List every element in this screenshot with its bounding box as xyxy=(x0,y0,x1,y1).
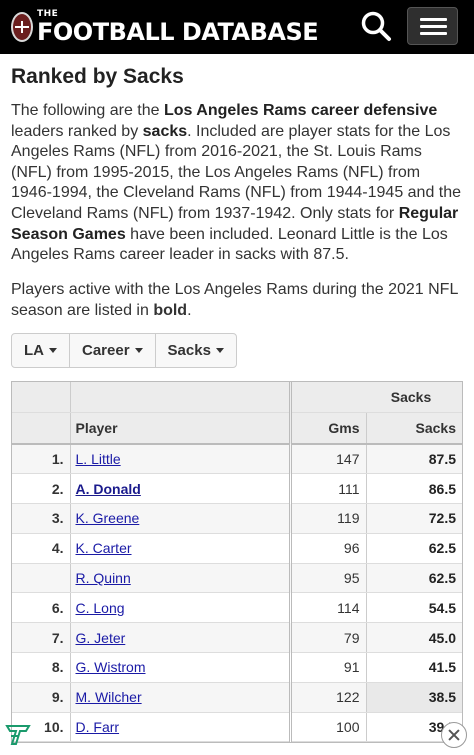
sacks-cell: 45.0 xyxy=(366,622,462,654)
rank-cell: 3. xyxy=(12,503,71,534)
gms-column-header[interactable]: Gms xyxy=(290,412,367,445)
player-link[interactable]: G. Wistrom xyxy=(75,659,146,676)
rank-cell: 8. xyxy=(12,652,71,683)
rank-cell: 1. xyxy=(12,444,71,475)
player-cell: G. Wistrom xyxy=(70,652,292,683)
player-link[interactable]: A. Donald xyxy=(75,480,141,497)
sacks-cell: 62.5 xyxy=(366,533,462,564)
ad-logo-icon[interactable] xyxy=(4,722,32,750)
gms-cell: 96 xyxy=(290,533,367,564)
sacks-group-header: Sacks xyxy=(366,382,462,413)
rank-cell xyxy=(12,563,71,594)
gms-cell: 111 xyxy=(290,473,367,505)
table-row: 8. G. Wistrom 91 41.5 xyxy=(12,652,462,683)
team-filter-dropdown[interactable]: LA xyxy=(12,334,70,367)
active-players-note: Players active with the Los Angeles Rams… xyxy=(11,281,458,319)
close-ad-button[interactable] xyxy=(441,722,467,748)
player-link[interactable]: C. Long xyxy=(75,599,125,616)
player-cell: D. Farr xyxy=(70,712,292,743)
sacks-cell: 54.5 xyxy=(366,592,462,624)
table-row: 4. K. Carter 96 62.5 xyxy=(12,533,462,564)
player-cell: A. Donald xyxy=(70,473,292,505)
page-title: Ranked by Sacks xyxy=(11,65,184,88)
stat-filter-dropdown[interactable]: Sacks xyxy=(156,334,236,367)
player-column-header[interactable]: Player xyxy=(70,412,292,445)
logo-title: FOOTBALL DATABASE xyxy=(37,18,319,46)
sacks-column-header[interactable]: Sacks xyxy=(366,412,462,445)
rank-cell: 9. xyxy=(12,682,71,713)
gms-cell: 95 xyxy=(290,563,367,594)
gms-cell: 119 xyxy=(290,503,367,534)
filter-bar: LA Career Sacks xyxy=(11,333,237,368)
player-link[interactable]: L. Little xyxy=(75,451,121,468)
player-cell: R. Quinn xyxy=(70,563,292,594)
player-link[interactable]: R. Quinn xyxy=(75,570,131,587)
logo-the: THE xyxy=(37,9,59,19)
sacks-cell: 86.5 xyxy=(366,473,462,505)
gms-cell: 79 xyxy=(290,622,367,654)
gms-cell: 100 xyxy=(290,712,367,743)
player-cell: C. Long xyxy=(70,592,292,624)
gms-cell: 147 xyxy=(290,444,367,475)
sacks-cell: 62.5 xyxy=(366,563,462,594)
sacks-cell: 41.5 xyxy=(366,652,462,683)
player-cell: K. Greene xyxy=(70,503,292,534)
search-icon xyxy=(361,11,391,41)
sacks-cell: 38.5 xyxy=(366,682,462,713)
table-row: R. Quinn 95 62.5 xyxy=(12,563,462,594)
caret-down-icon xyxy=(215,348,224,353)
rank-column-header xyxy=(12,412,71,445)
rank-cell: 2. xyxy=(12,473,71,505)
table-row: 10.D. Farr10039.5 xyxy=(12,712,462,743)
player-link[interactable]: D. Farr xyxy=(75,719,120,736)
rank-cell: 7. xyxy=(12,622,71,654)
hamburger-icon xyxy=(420,18,447,21)
player-link[interactable]: K. Greene xyxy=(75,510,140,527)
player-cell: K. Carter xyxy=(70,533,292,564)
menu-button[interactable] xyxy=(407,7,458,45)
player-link[interactable]: G. Jeter xyxy=(75,629,126,646)
gms-cell: 122 xyxy=(290,682,367,713)
table-row: 7. G. Jeter 79 45.0 xyxy=(12,622,462,654)
period-filter-dropdown[interactable]: Career xyxy=(70,334,156,367)
sacks-leaders-table: Sacks Player Gms Sacks 1. L. Little 147 87.… xyxy=(11,381,463,744)
site-header: THE FOOTBALL DATABASE xyxy=(0,0,474,54)
rank-cell: 6. xyxy=(12,592,71,624)
player-cell: M. Wilcher xyxy=(70,682,292,713)
rank-cell: 4. xyxy=(12,533,71,564)
table-row: 3. K. Greene 119 72.5 xyxy=(12,503,462,534)
sacks-cell: 72.5 xyxy=(366,503,462,534)
sacks-cell: 87.5 xyxy=(366,444,462,475)
football-icon xyxy=(11,12,33,42)
caret-down-icon xyxy=(49,348,57,353)
table-row: 1. L. Little 147 87.5 xyxy=(12,444,462,475)
player-link[interactable]: K. Carter xyxy=(75,540,132,557)
player-cell: G. Jeter xyxy=(70,622,292,654)
table-row: 6. C. Long 114 54.5 xyxy=(12,592,462,624)
gms-cell: 91 xyxy=(290,652,367,683)
site-logo[interactable]: THE FOOTBALL DATABASE xyxy=(11,6,319,48)
caret-down-icon xyxy=(134,348,143,353)
search-button[interactable] xyxy=(358,8,394,44)
player-cell: L. Little xyxy=(70,444,292,475)
player-link[interactable]: M. Wilcher xyxy=(75,689,142,706)
ad-logo-icon xyxy=(5,725,31,745)
intro-paragraph: The following are the Los Angeles Rams c… xyxy=(11,102,462,264)
table-row: 2. A. Donald 111 86.5 xyxy=(12,473,462,505)
rank-cell: 10. xyxy=(12,712,71,743)
table-row: 9. M. Wilcher 122 38.5 xyxy=(12,682,462,713)
gms-cell: 114 xyxy=(290,592,367,624)
